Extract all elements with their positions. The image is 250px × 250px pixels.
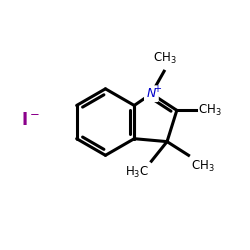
Text: I$^-$: I$^-$: [20, 111, 40, 129]
Text: $N$: $N$: [146, 87, 157, 100]
Text: CH$_3$: CH$_3$: [153, 51, 177, 66]
Text: CH$_3$: CH$_3$: [198, 103, 222, 118]
Text: CH$_3$: CH$_3$: [190, 159, 214, 174]
Text: $+$: $+$: [153, 83, 162, 94]
Text: H$_3$C: H$_3$C: [125, 165, 150, 180]
